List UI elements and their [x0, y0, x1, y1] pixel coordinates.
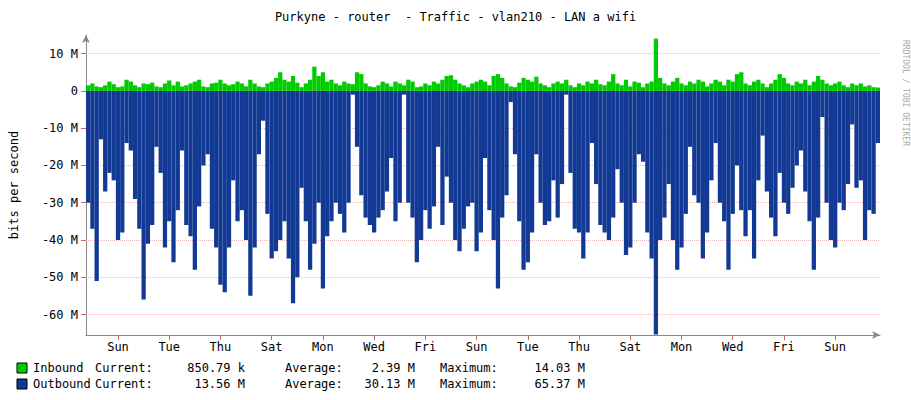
svg-text:Maximum:: Maximum:	[440, 377, 498, 391]
svg-text:-10 M: -10 M	[42, 121, 78, 135]
svg-text:10 M: 10 M	[49, 47, 78, 61]
svg-text:Current:: Current:	[95, 361, 153, 375]
svg-text:Outbound: Outbound	[33, 377, 91, 391]
svg-text:Sat: Sat	[619, 340, 641, 354]
svg-text:RRDTOOL / TOBI OETIKER: RRDTOOL / TOBI OETIKER	[901, 40, 910, 146]
svg-text:Mon: Mon	[312, 340, 334, 354]
svg-text:Maximum:: Maximum:	[440, 361, 498, 375]
svg-text:Sat: Sat	[261, 340, 283, 354]
svg-text:850.79 k: 850.79 k	[187, 361, 246, 375]
svg-text:Sun: Sun	[107, 340, 129, 354]
svg-text:Inbound: Inbound	[33, 361, 84, 375]
svg-text:Wed: Wed	[363, 340, 385, 354]
svg-text:Fri: Fri	[415, 340, 437, 354]
svg-text:-50 M: -50 M	[42, 270, 78, 284]
svg-text:Current:: Current:	[95, 377, 153, 391]
svg-text:bits per second: bits per second	[7, 131, 21, 239]
svg-text:-30 M: -30 M	[42, 196, 78, 210]
svg-text:Tue: Tue	[517, 340, 539, 354]
svg-text:Sun: Sun	[466, 340, 488, 354]
svg-text:-40 M: -40 M	[42, 233, 78, 247]
svg-text:Sun: Sun	[824, 340, 846, 354]
svg-text:Tue: Tue	[158, 340, 180, 354]
svg-text:2.39 M: 2.39 M	[372, 361, 415, 375]
svg-text:Average:: Average:	[285, 377, 343, 391]
svg-text:65.37 M: 65.37 M	[534, 377, 585, 391]
svg-text:13.56 M: 13.56 M	[194, 377, 245, 391]
svg-text:-20 M: -20 M	[42, 158, 78, 172]
svg-text:Mon: Mon	[671, 340, 693, 354]
svg-text:0: 0	[71, 84, 78, 98]
svg-text:14.03 M: 14.03 M	[534, 361, 585, 375]
svg-text:Thu: Thu	[568, 340, 590, 354]
svg-text:Purkyne - router - Traffic -: Purkyne - router - Traffic - vlan210 - L…	[275, 10, 636, 24]
svg-text:Average:: Average:	[285, 361, 343, 375]
svg-text:30.13 M: 30.13 M	[364, 377, 415, 391]
svg-text:Wed: Wed	[722, 340, 744, 354]
svg-text:Thu: Thu	[210, 340, 232, 354]
svg-text:-60 M: -60 M	[42, 308, 78, 322]
svg-text:Fri: Fri	[773, 340, 795, 354]
